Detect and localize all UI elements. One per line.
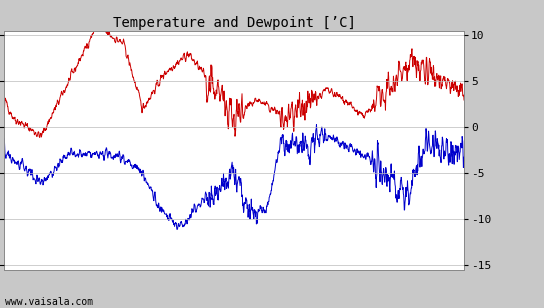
- Text: www.vaisala.com: www.vaisala.com: [5, 297, 94, 307]
- Title: Temperature and Dewpoint [’C]: Temperature and Dewpoint [’C]: [113, 16, 356, 30]
